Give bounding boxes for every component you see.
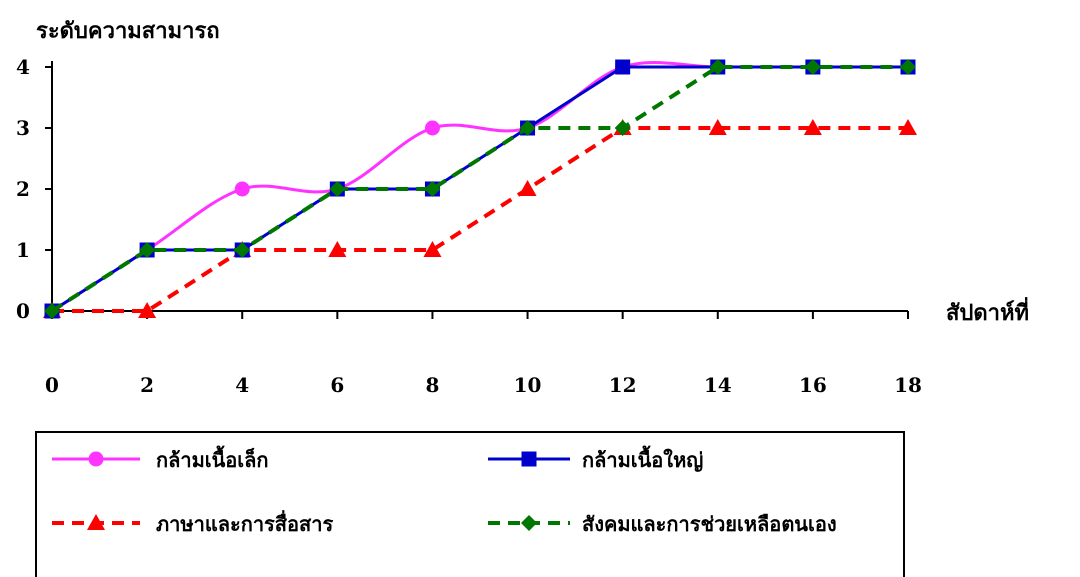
data-point — [329, 181, 346, 197]
data-point — [424, 181, 441, 197]
legend-entry: สังคมและการช่วยเหลือตนเอง — [488, 512, 837, 536]
data-point — [709, 59, 726, 75]
data-point — [803, 119, 822, 135]
y-tick-label: 4 — [16, 55, 30, 79]
data-point — [899, 119, 917, 135]
y-tick-label: 1 — [16, 238, 30, 262]
x-tick-label: 0 — [45, 373, 59, 397]
legend-entry: กล้ามเนื้อใหญ่ — [488, 445, 703, 472]
legend-box — [35, 431, 905, 577]
data-point — [234, 242, 251, 258]
legend-swatch-marker — [521, 515, 537, 531]
x-tick-label: 6 — [330, 373, 344, 397]
legend-entry: ภาษาและการสื่อสาร — [52, 509, 333, 536]
y-tick-label: 2 — [16, 177, 30, 201]
y-tick-label: 3 — [16, 116, 30, 140]
legend-swatch-marker — [521, 451, 537, 467]
data-point — [138, 302, 157, 318]
series-square — [44, 59, 916, 319]
data-point — [328, 241, 347, 257]
legend-label: กล้ามเนื้อใหญ่ — [582, 445, 703, 472]
legend-label: สังคมและการช่วยเหลือตนเอง — [582, 512, 837, 536]
series-line — [52, 126, 908, 313]
data-point — [44, 303, 60, 319]
x-tick-label: 2 — [140, 373, 154, 397]
series-line — [51, 65, 908, 313]
legend: กล้ามเนื้อเล็ก กล้ามเนื้อใหญ่ภาษาและการสื… — [35, 431, 905, 577]
data-point — [423, 241, 442, 257]
x-tick-label: 4 — [235, 373, 249, 397]
legend-swatch-marker — [87, 514, 105, 530]
x-tick-label: 16 — [799, 373, 827, 397]
data-point — [139, 242, 156, 258]
data-point — [804, 59, 821, 75]
y-tick-label: 0 — [16, 299, 30, 323]
y-axis-label: ระดับความสามารถ — [36, 18, 220, 44]
x-tick-label: 8 — [425, 373, 439, 397]
data-point — [424, 120, 440, 136]
data-point — [708, 119, 727, 135]
data-point — [518, 180, 537, 196]
x-tick-label: 12 — [609, 373, 637, 397]
legend-label: ภาษาและการสื่อสาร — [156, 509, 333, 536]
data-point — [900, 59, 916, 75]
series-triangle — [43, 119, 917, 318]
legend-entry: กล้ามเนื้อเล็ก — [52, 445, 269, 472]
x-tick-label: 18 — [894, 373, 922, 397]
legend-label: กล้ามเนื้อเล็ก — [156, 445, 269, 472]
data-point — [234, 181, 250, 197]
data-point — [615, 59, 631, 75]
series-diamond — [44, 59, 916, 319]
series-line — [51, 61, 908, 313]
x-tick-label: 10 — [514, 373, 542, 397]
data-point — [519, 120, 536, 136]
series-circle — [44, 59, 916, 319]
data-point — [614, 120, 631, 136]
x-axis-label: สัปดาห์ที่ — [946, 296, 1029, 326]
x-tick-label: 14 — [704, 373, 732, 397]
legend-swatch-marker — [88, 451, 104, 467]
series-line — [50, 65, 908, 313]
series-layer — [43, 59, 917, 319]
